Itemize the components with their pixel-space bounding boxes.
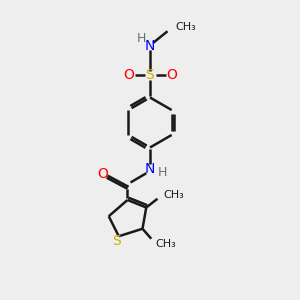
Text: N: N [145, 162, 155, 176]
Text: O: O [166, 68, 177, 82]
Text: CH₃: CH₃ [155, 239, 176, 249]
Text: N: N [145, 39, 155, 53]
Text: S: S [146, 68, 154, 82]
Text: H: H [136, 32, 146, 45]
Text: CH₃: CH₃ [164, 190, 184, 200]
Text: O: O [97, 167, 108, 181]
Text: H: H [158, 166, 167, 179]
Text: CH₃: CH₃ [175, 22, 196, 32]
Text: S: S [112, 234, 121, 248]
Text: O: O [123, 68, 134, 82]
